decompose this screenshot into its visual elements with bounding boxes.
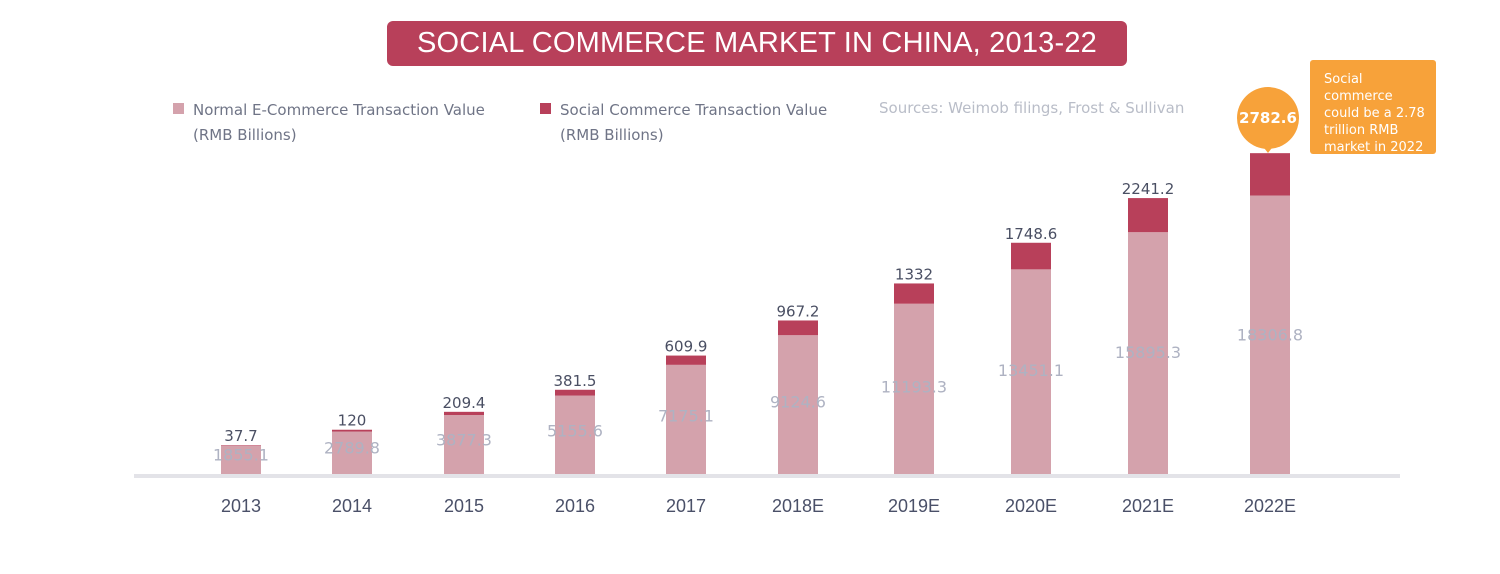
callout-pointer — [1261, 144, 1275, 153]
value-label-normal-ecommerce: 9124.6 — [770, 392, 826, 411]
source-note: Sources: Weimob filings, Frost & Sulliva… — [879, 99, 1185, 117]
value-label-normal-ecommerce: 2789.8 — [324, 439, 380, 458]
legend-swatch-normal-ecommerce — [173, 103, 184, 114]
value-label-social-commerce: 609.9 — [665, 338, 708, 356]
bar-normal-ecommerce-2014 — [332, 431, 372, 474]
bar-normal-ecommerce-2015 — [444, 415, 484, 474]
x-tick-label: 2016 — [555, 496, 595, 516]
bar-social-commerce-2021E — [1128, 198, 1168, 233]
bar-social-commerce-2017 — [666, 355, 706, 365]
chart-title-banner: SOCIAL COMMERCE MARKET IN CHINA, 2013-22 — [387, 21, 1127, 66]
value-label-social-commerce: 1748.6 — [1005, 225, 1058, 243]
callout-circle-2022: 2782.6 — [1237, 87, 1299, 149]
x-tick-label: 2021E — [1122, 496, 1174, 516]
value-label-normal-ecommerce: 1855.1 — [213, 445, 269, 464]
bar-normal-ecommerce-2020E — [1011, 269, 1051, 474]
legend-label-unit: (RMB Billions) — [560, 126, 664, 144]
x-tick-label: 2018E — [772, 496, 824, 516]
bar-normal-ecommerce-2019E — [894, 303, 934, 474]
bar-social-commerce-2015 — [444, 411, 484, 416]
legend-label-social-commerce: Social Commerce Transaction Value (RMB B… — [560, 98, 890, 148]
x-tick-label: 2020E — [1005, 496, 1057, 516]
value-label-social-commerce: 381.5 — [554, 372, 597, 390]
x-tick-label: 2015 — [444, 496, 484, 516]
callout-value: 2782.6 — [1239, 109, 1297, 127]
x-tick-label: 2014 — [332, 496, 372, 516]
bar-normal-ecommerce-2017 — [666, 364, 706, 474]
value-label-normal-ecommerce: 15895.3 — [1115, 343, 1181, 362]
callout-note: Social commerce could be a 2.78 trillion… — [1310, 60, 1436, 155]
bar-normal-ecommerce-2013 — [221, 445, 261, 474]
bar-social-commerce-2018E — [778, 320, 818, 336]
x-tick-label: 2017 — [666, 496, 706, 516]
bar-social-commerce-2014 — [332, 429, 372, 432]
value-label-normal-ecommerce: 3877.3 — [436, 431, 492, 450]
value-label-social-commerce: 967.2 — [777, 302, 820, 320]
bar-normal-ecommerce-2022E — [1250, 195, 1290, 474]
x-tick-label: 2022E — [1244, 496, 1296, 516]
legend-label-normal-ecommerce: Normal E-Commerce Transaction Value (RMB… — [193, 98, 523, 148]
legend-label-line: Social Commerce Transaction Value — [560, 101, 828, 119]
value-label-social-commerce: 1332 — [895, 265, 933, 283]
bar-normal-ecommerce-2018E — [778, 335, 818, 474]
value-label-normal-ecommerce: 13451.1 — [998, 361, 1064, 380]
x-axis-line — [134, 474, 1400, 478]
x-tick-label: 2019E — [888, 496, 940, 516]
value-label-social-commerce: 120 — [338, 412, 367, 430]
legend-label-line: Normal E-Commerce Transaction Value — [193, 101, 485, 119]
value-label-social-commerce: 2241.2 — [1122, 180, 1175, 198]
value-label-normal-ecommerce: 7175.1 — [658, 407, 714, 426]
legend-swatch-social-commerce — [540, 103, 551, 114]
bar-social-commerce-2022E — [1250, 153, 1290, 196]
bar-social-commerce-2016 — [555, 389, 595, 396]
value-label-normal-ecommerce: 18306.8 — [1237, 325, 1303, 344]
x-tick-label: 2013 — [221, 496, 261, 516]
bar-social-commerce-2020E — [1011, 242, 1051, 270]
value-label-normal-ecommerce: 5155.6 — [547, 421, 603, 440]
chart-title: SOCIAL COMMERCE MARKET IN CHINA, 2013-22 — [417, 27, 1097, 59]
value-label-normal-ecommerce: 11193.3 — [881, 377, 947, 396]
bar-social-commerce-2013 — [221, 445, 261, 446]
value-label-social-commerce: 209.4 — [443, 394, 486, 412]
value-label-social-commerce: 37.7 — [224, 427, 257, 445]
bar-normal-ecommerce-2021E — [1128, 232, 1168, 474]
legend-label-unit: (RMB Billions) — [193, 126, 297, 144]
bar-normal-ecommerce-2016 — [555, 395, 595, 474]
bar-social-commerce-2019E — [894, 283, 934, 304]
